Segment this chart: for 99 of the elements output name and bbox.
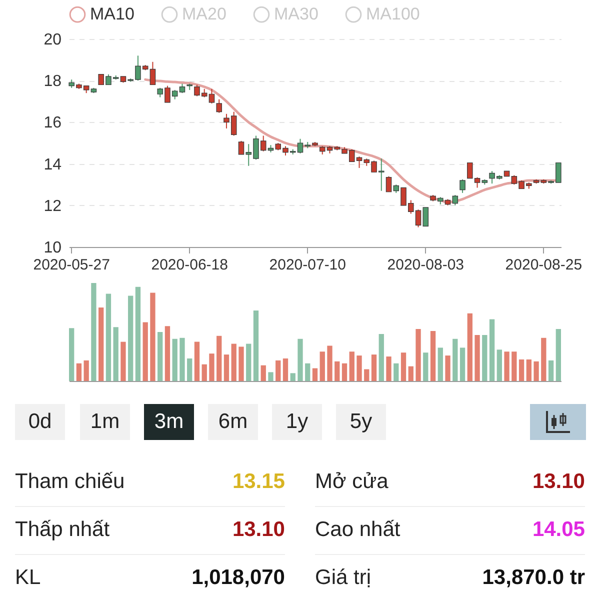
- bar: [180, 338, 185, 381]
- bar: [69, 328, 74, 381]
- bar: [394, 363, 399, 381]
- bar: [512, 352, 517, 381]
- bar: [534, 361, 539, 381]
- y-tick-label: 18: [44, 73, 62, 90]
- bar: [400, 352, 406, 381]
- bar: [106, 294, 112, 381]
- bar: [135, 286, 141, 381]
- bar: [238, 346, 244, 381]
- bar: [164, 326, 170, 381]
- bar: [334, 361, 340, 381]
- bar: [556, 329, 561, 381]
- bar: [98, 308, 104, 381]
- bar: [438, 348, 443, 381]
- text: Giá trị: [315, 566, 372, 590]
- text: Cao nhất: [315, 518, 400, 542]
- bar: [120, 342, 126, 381]
- bar: [482, 334, 488, 381]
- bar: [518, 359, 524, 381]
- bar: [460, 348, 466, 381]
- bar: [312, 368, 318, 381]
- bar: [445, 356, 450, 381]
- legend-label: MA10: [90, 4, 134, 24]
- bar: [349, 352, 354, 381]
- bar: [194, 342, 200, 381]
- bar: [76, 363, 82, 381]
- text: Thấp nhất: [15, 518, 110, 542]
- bar: [416, 329, 421, 381]
- y-tick-label: 14: [44, 156, 62, 174]
- bar: [408, 366, 414, 381]
- bar: [548, 360, 554, 381]
- text: 1m: [80, 404, 130, 440]
- text: KL: [15, 566, 41, 590]
- bar: [320, 352, 325, 381]
- bar: [282, 358, 288, 381]
- bar: [496, 350, 502, 381]
- text: 1,018,070: [192, 566, 285, 590]
- bar: [378, 334, 384, 381]
- text: Mở cửa: [315, 470, 388, 494]
- text: 6m: [208, 404, 258, 440]
- bar: [386, 356, 392, 381]
- bar: [172, 338, 178, 381]
- bar: [467, 313, 472, 381]
- bar: [216, 336, 222, 381]
- text: 3m: [144, 404, 194, 440]
- bar: [290, 373, 296, 381]
- text: Tham chiếu: [15, 470, 125, 494]
- x-tick-label: 2020-07-10: [269, 256, 346, 274]
- bar: [327, 346, 332, 381]
- y-tick-label: 10: [44, 240, 62, 256]
- bar: [158, 332, 163, 381]
- y-tick-label: 16: [44, 114, 62, 132]
- candlestick: [216, 98, 222, 114]
- bar: [91, 283, 96, 381]
- x-tick-label: 2020-06-18: [151, 256, 228, 274]
- bar: [489, 319, 495, 381]
- bar: [231, 344, 236, 381]
- bar: [260, 365, 266, 381]
- bar: [342, 363, 348, 381]
- y-tick-label: 12: [44, 198, 62, 215]
- bar: [253, 310, 259, 381]
- bar: [356, 356, 362, 381]
- x-tick-label: 2020-08-03: [387, 256, 464, 274]
- bar: [142, 322, 148, 381]
- bar: [526, 359, 532, 381]
- bar: [364, 369, 370, 381]
- bar: [504, 352, 510, 381]
- text: 13.10: [232, 518, 285, 542]
- bar: [113, 327, 118, 381]
- text: 5y: [336, 404, 386, 440]
- text: 13,870.0 tr: [482, 566, 585, 590]
- text: 13.15: [232, 470, 285, 494]
- bar: [150, 292, 156, 381]
- bar: [430, 331, 436, 381]
- text: 14.05: [532, 518, 585, 542]
- bar: [268, 372, 274, 381]
- x-tick-label: 2020-05-27: [33, 256, 110, 274]
- x-tick-label: 2020-08-25: [505, 256, 582, 274]
- y-tick-label: 20: [44, 32, 62, 48]
- bar: [209, 354, 214, 381]
- bar: [202, 364, 207, 381]
- bar: [128, 296, 134, 381]
- candlestick: [460, 178, 466, 194]
- bar: [305, 363, 310, 381]
- bar: [541, 338, 546, 381]
- text: 1y: [272, 404, 322, 440]
- text: 13.10: [532, 470, 585, 494]
- bar: [371, 354, 377, 381]
- bar: [298, 338, 303, 381]
- bar: [246, 344, 252, 381]
- bar: [474, 334, 480, 381]
- bar: [187, 358, 192, 381]
- bar: [423, 352, 428, 381]
- bar: [224, 354, 230, 381]
- bar: [84, 360, 89, 381]
- bar: [452, 338, 458, 381]
- bar: [276, 360, 281, 381]
- text: 0d: [15, 404, 65, 440]
